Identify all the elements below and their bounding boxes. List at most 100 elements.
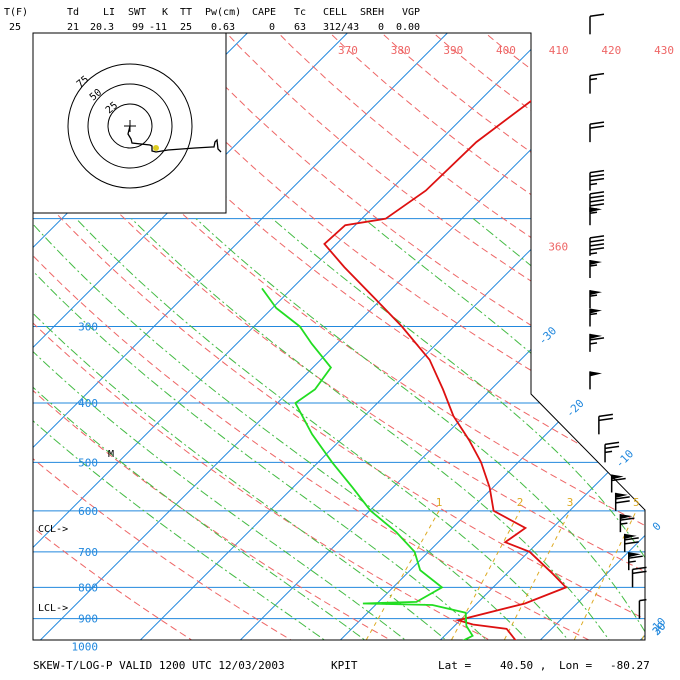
dry-adiabat-lines <box>33 6 680 659</box>
hodograph-inset: 75 50 25 <box>32 32 227 214</box>
isotherm-label: 0 <box>650 520 664 534</box>
isotherm-line <box>33 33 448 640</box>
dewpoint-trace <box>261 287 474 640</box>
isotherm-line <box>640 33 645 640</box>
moist-adiabat-line <box>33 218 375 640</box>
hodograph-ring-middle <box>87 83 173 169</box>
footer: SKEW-T/LOG-P VALID 1200 UTC 12/03/2003 K… <box>33 659 650 672</box>
header-label: K <box>162 7 168 18</box>
dry-adiabat-line <box>301 33 645 640</box>
moist-adiabat-lines <box>33 218 645 640</box>
dry-adiabat-line <box>452 33 645 640</box>
hodograph-trace <box>127 125 222 153</box>
isotherm-label: -10 <box>613 447 636 470</box>
m-level-marker: M <box>108 449 114 460</box>
pressure-tick-label: 800 <box>78 581 98 594</box>
wind-barb <box>589 207 602 226</box>
dry-adiabat-line <box>654 6 680 659</box>
dry-adiabat-line <box>100 33 645 640</box>
header-value: -11 <box>149 22 167 33</box>
wind-barb <box>589 308 602 327</box>
isotherm-line <box>440 33 645 640</box>
pressure-tick-label: 600 <box>78 505 98 518</box>
sounding-traces <box>261 33 611 640</box>
wind-barb <box>589 333 605 352</box>
header-label: T(F) <box>4 7 28 18</box>
wind-barb <box>589 169 605 191</box>
dry-adiabat-line <box>33 33 645 640</box>
dry-adiabat-line <box>33 33 645 640</box>
moist-adiabat-line <box>33 218 415 640</box>
footer-lon-value: -80.27 <box>610 659 650 672</box>
isotherm-line <box>33 33 548 640</box>
dry-adiabat-line <box>33 33 426 640</box>
pressure-tick-label: 700 <box>78 546 98 559</box>
moist-adiabat-line <box>33 218 495 640</box>
wind-barbs <box>589 13 647 619</box>
moist-adiabat-line <box>75 218 575 640</box>
dry-adiabat-line <box>251 33 645 640</box>
wind-barb <box>631 566 647 588</box>
header-label: SWT <box>128 7 146 18</box>
wind-barb <box>638 598 647 619</box>
header-value: 0 <box>378 22 384 33</box>
header-label: CELL <box>323 7 347 18</box>
header-label: Tc <box>294 7 306 18</box>
wind-barb <box>598 413 613 435</box>
header-label: VGP <box>402 7 420 18</box>
mixing-ratio-label: 5 <box>633 496 640 509</box>
theta-label: 360 <box>548 240 568 253</box>
dry-adiabat-line <box>502 33 645 640</box>
mixing-ratio-line <box>570 510 637 640</box>
wind-barb <box>589 235 605 256</box>
mixing-ratio-line <box>447 510 521 640</box>
wind-barb <box>589 72 605 94</box>
wind-barb <box>610 474 626 493</box>
pressure-tick-label: 300 <box>78 320 98 333</box>
moist-adiabat-line <box>472 218 645 640</box>
dry-adiabat-line <box>33 33 645 640</box>
stats-header: T(F) Td LI SWT K TT Pw(cm) CAPE Tc CELL SREH VGP 25 2… <box>4 7 420 33</box>
storm-motion-point <box>153 145 159 151</box>
isotherm-label: -30 <box>536 324 559 347</box>
moist-adiabat-line <box>33 218 334 640</box>
hodograph-ring-outer <box>67 63 193 189</box>
wind-barb <box>589 121 605 143</box>
wind-barb <box>589 371 602 390</box>
isotherm-label: -20 <box>563 397 586 420</box>
pressure-tick-label: 900 <box>78 613 98 626</box>
wind-barb <box>614 492 630 511</box>
header-value: 312/43 <box>323 22 359 33</box>
header-value: 25 <box>9 22 21 33</box>
theta-label: 430 <box>654 44 674 57</box>
header-value: 21 <box>67 22 79 33</box>
footer-station: KPIT <box>331 659 358 672</box>
header-value: 25 <box>180 22 192 33</box>
dry-adiabat-line <box>553 33 645 640</box>
dry-adiabat-line <box>33 33 629 640</box>
header-label: Td <box>67 7 79 18</box>
pressure-tick-label: 500 <box>78 456 98 469</box>
theta-label: 420 <box>601 44 621 57</box>
mixing-ratio-label: 3 <box>567 496 574 509</box>
dry-adiabat-line <box>33 33 325 640</box>
footer-lat-label: Lat = <box>438 659 471 672</box>
header-value: 99 <box>132 22 144 33</box>
wind-barb <box>619 514 635 533</box>
footer-lon-label: Lon = <box>559 659 592 672</box>
moist-adiabat-line <box>195 218 645 640</box>
mixing-ratio-line <box>500 510 571 640</box>
theta-label: 370 <box>338 44 358 57</box>
plot-border <box>32 32 646 641</box>
moist-adiabat-line <box>272 218 645 640</box>
dry-adiabat-line <box>33 33 528 640</box>
header-label: SREH <box>360 7 384 18</box>
wind-barb <box>628 552 643 571</box>
wind-barb <box>589 259 602 278</box>
footer-lat-value: 40.50 , <box>500 659 546 672</box>
moist-adiabat-line <box>33 218 455 640</box>
header-label: TT <box>180 7 192 18</box>
temperature-trace <box>323 33 611 640</box>
theta-label: 380 <box>391 44 411 57</box>
